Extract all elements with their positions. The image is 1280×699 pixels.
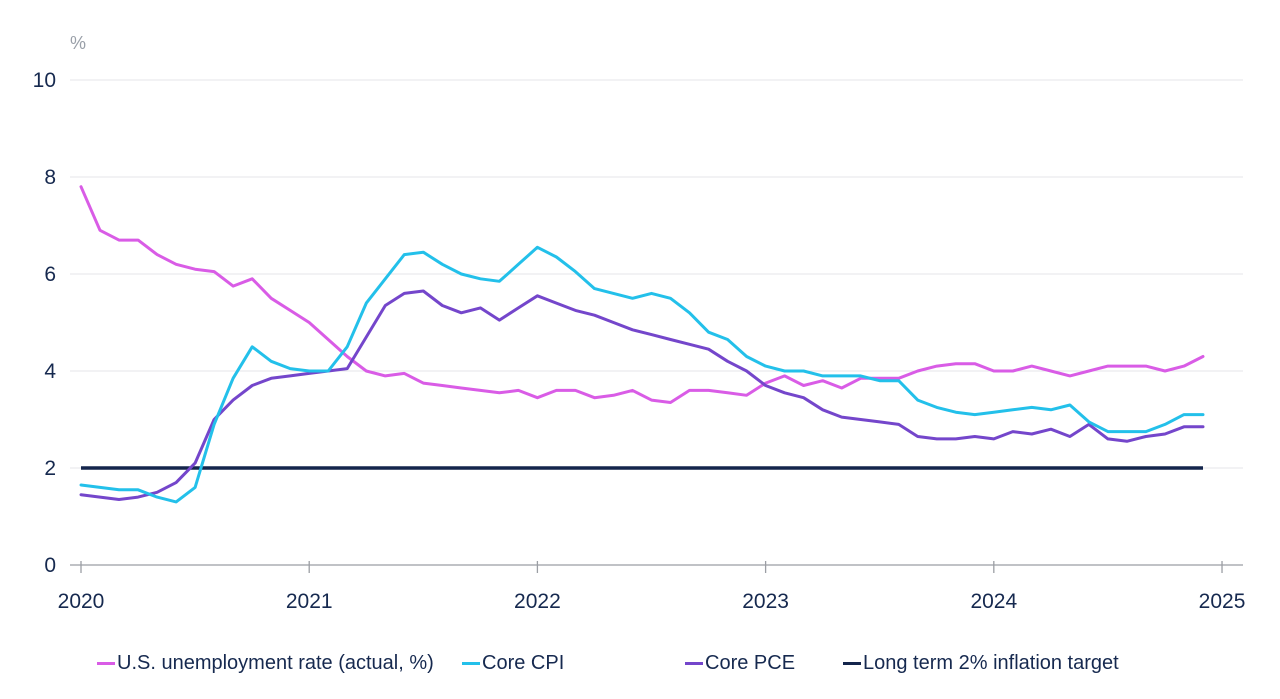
legend-swatch-core-pce: [685, 661, 703, 665]
legend-item-inflation-target: Long term 2% inflation target: [843, 648, 1119, 678]
legend-item-unemployment: U.S. unemployment rate (actual, %): [97, 648, 434, 678]
legend-label-inflation-target: Long term 2% inflation target: [863, 651, 1119, 674]
legend-label-core-cpi: Core CPI: [482, 651, 565, 674]
x-axis-tick-label: 2024: [970, 590, 1017, 613]
y-axis-tick-label: 10: [33, 69, 56, 92]
legend-swatch-inflation-target: [843, 661, 861, 665]
series-line-u-s-unemployment-rate-actual: [79, 185, 1205, 404]
y-axis-tick-label: 2: [44, 457, 56, 480]
legend-swatch-unemployment: [97, 661, 115, 665]
x-axis-tick-label: 2025: [1199, 590, 1246, 613]
x-axis-tick-label: 2023: [742, 590, 789, 613]
legend-item-core-cpi: Core CPI: [462, 648, 564, 678]
legend: U.S. unemployment rate (actual, %) Core …: [0, 648, 1280, 678]
y-axis-tick-label: 4: [44, 360, 56, 383]
y-axis-tick-label: 8: [44, 166, 56, 189]
x-axis-tick-label: 2021: [286, 590, 333, 613]
x-axis-tick-label: 2020: [58, 590, 105, 613]
y-axis-unit-label: %: [70, 33, 87, 53]
series-line-core-pce: [79, 289, 1205, 501]
y-axis-tick-label: 0: [44, 554, 56, 577]
series-line-core-cpi: [79, 245, 1205, 504]
legend-label-unemployment: U.S. unemployment rate (actual, %): [117, 651, 434, 674]
y-axis-tick-label: 6: [44, 263, 56, 286]
legend-item-core-pce: Core PCE: [685, 648, 795, 678]
legend-swatch-core-cpi: [462, 661, 480, 665]
legend-label-core-pce: Core PCE: [705, 651, 796, 674]
x-axis-tick-label: 2022: [514, 590, 561, 613]
